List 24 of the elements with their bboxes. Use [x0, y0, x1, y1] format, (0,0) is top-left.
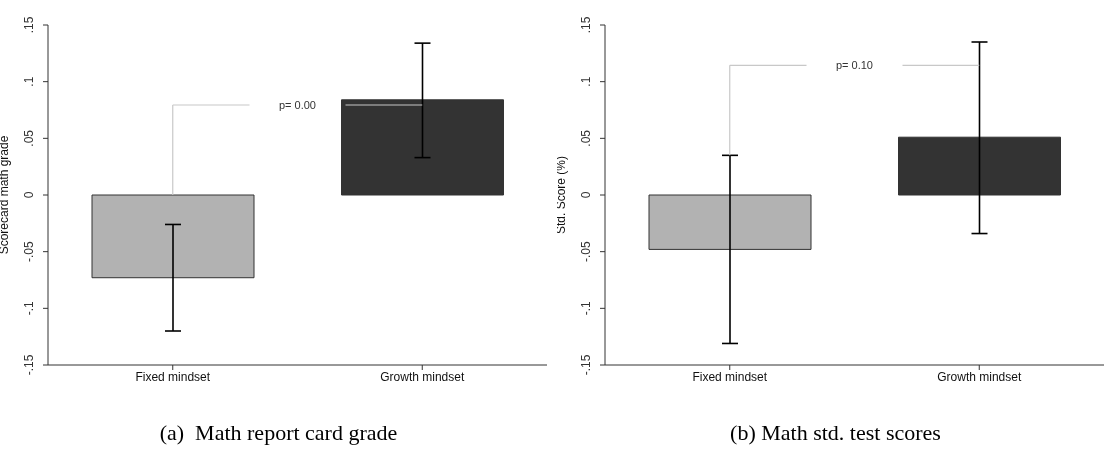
- x-tick-label: Growth mindset: [380, 369, 465, 384]
- x-tick-label: Fixed mindset: [135, 369, 211, 384]
- y-tick-label: .15: [579, 16, 593, 34]
- y-tick-label: .15: [22, 16, 36, 34]
- x-tick-label: Fixed mindset: [692, 369, 768, 384]
- y-tick-label: -.05: [579, 241, 593, 263]
- y-tick-label: -.15: [22, 354, 36, 376]
- y-tick-label: -.1: [22, 301, 36, 316]
- y-tick-label: 0: [22, 191, 36, 199]
- y-axis-title: Scorecard math grade: [0, 135, 12, 255]
- x-tick-label: Growth mindset: [937, 369, 1022, 384]
- text: (b) Math std. test scores: [729, 420, 942, 446]
- annotation: p= 0.10: [835, 59, 874, 72]
- y-tick-label: -.05: [22, 241, 36, 263]
- y-tick-label: -.1: [579, 301, 593, 316]
- y-tick-label: .05: [22, 129, 36, 147]
- annotation: p= 0.00: [278, 99, 317, 111]
- text: (a) Math report card grade: [158, 420, 399, 446]
- y-tick-label: -.15: [579, 354, 593, 376]
- y-tick-label: .1: [22, 76, 36, 87]
- y-axis-title: Std. Score (%): [554, 155, 569, 235]
- y-tick-label: .1: [579, 76, 593, 87]
- y-tick-label: .05: [579, 129, 593, 147]
- y-tick-label: 0: [579, 191, 593, 199]
